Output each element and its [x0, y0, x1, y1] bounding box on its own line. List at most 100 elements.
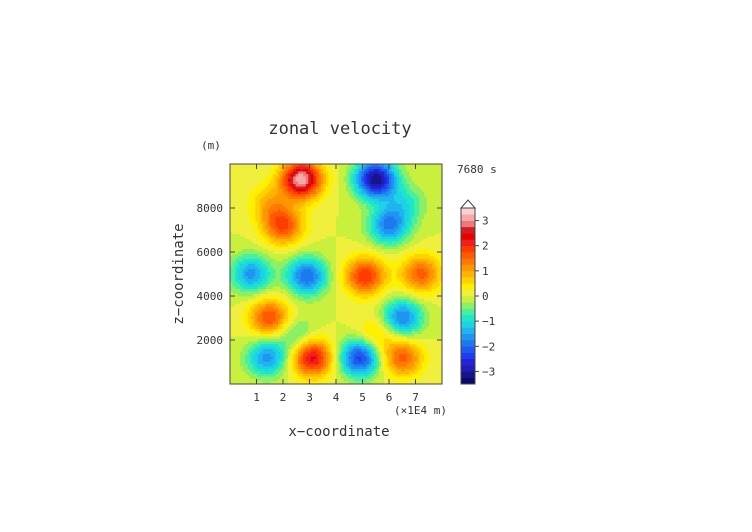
field-cell — [341, 184, 345, 188]
field-cell — [295, 211, 299, 215]
field-cell — [308, 189, 312, 193]
field-cell — [391, 266, 395, 270]
field-cell — [288, 259, 292, 263]
field-cell — [416, 171, 420, 175]
field-cell — [368, 179, 372, 183]
field-cell — [318, 309, 322, 313]
field-cell — [429, 296, 433, 300]
field-cell — [277, 204, 282, 208]
field-cell — [351, 171, 355, 175]
field-cell — [283, 266, 287, 270]
field-cell — [295, 286, 299, 290]
field-cell — [242, 289, 246, 293]
field-cell — [378, 176, 383, 180]
field-cell — [280, 226, 284, 230]
field-cell — [255, 226, 259, 230]
field-cell — [424, 256, 428, 260]
field-cell — [406, 304, 410, 308]
field-cell — [391, 276, 395, 280]
field-cell — [288, 174, 292, 178]
field-cell — [351, 289, 355, 293]
field-cell — [401, 191, 405, 195]
field-cell — [406, 281, 410, 285]
field-cell — [320, 166, 324, 170]
field-cell — [409, 211, 413, 215]
field-cell — [396, 301, 400, 305]
field-cell — [298, 226, 302, 230]
field-cell — [247, 194, 251, 198]
field-cell — [250, 229, 254, 233]
field-cell — [285, 224, 289, 228]
field-cell — [293, 296, 297, 300]
field-cell — [346, 266, 350, 270]
field-cell — [346, 254, 350, 258]
field-cell — [280, 194, 284, 198]
field-cell — [230, 279, 234, 283]
field-cell — [399, 309, 403, 313]
field-cell — [320, 284, 324, 288]
field-cell — [424, 164, 428, 168]
field-cell — [275, 236, 279, 240]
field-cell — [363, 236, 367, 240]
field-cell — [280, 256, 284, 260]
field-cell — [230, 229, 234, 233]
field-cell — [338, 259, 342, 263]
field-cell — [315, 251, 319, 255]
field-cell — [439, 176, 442, 180]
field-cell — [333, 219, 337, 223]
field-cell — [285, 211, 289, 215]
field-cell — [305, 259, 309, 263]
field-cell — [409, 281, 413, 285]
field-cell — [406, 236, 410, 240]
field-cell — [235, 199, 239, 203]
field-cell — [376, 179, 380, 183]
field-cell — [300, 209, 304, 213]
field-cell — [404, 224, 408, 228]
field-cell — [298, 261, 302, 265]
field-cell — [235, 206, 239, 210]
field-cell — [439, 299, 442, 303]
field-cell — [240, 176, 244, 180]
field-cell — [426, 309, 430, 313]
field-cell — [351, 266, 355, 270]
field-cell — [356, 246, 360, 250]
field-cell — [318, 239, 322, 243]
field-cell — [318, 249, 322, 253]
field-cell — [361, 236, 365, 240]
field-cell — [323, 194, 327, 198]
field-cell — [434, 254, 438, 258]
field-cell — [353, 309, 357, 313]
field-cell — [386, 219, 390, 223]
field-cell — [257, 184, 261, 188]
field-cell — [245, 176, 249, 180]
field-cell — [383, 246, 388, 250]
field-cell — [318, 266, 322, 270]
field-cell — [371, 181, 375, 185]
field-cell — [242, 206, 246, 210]
field-cell — [242, 176, 246, 180]
field-cell — [383, 254, 388, 258]
field-cell — [325, 206, 330, 210]
field-cell — [391, 289, 395, 293]
field-cell — [247, 246, 251, 250]
field-cell — [293, 271, 297, 275]
field-cell — [240, 301, 244, 305]
field-cell — [409, 164, 413, 168]
field-cell — [245, 214, 249, 218]
field-cell — [247, 299, 251, 303]
field-cell — [353, 261, 357, 265]
field-cell — [419, 211, 423, 215]
field-cell — [368, 171, 372, 175]
field-cell — [330, 219, 335, 223]
field-cell — [383, 196, 388, 200]
field-cell — [265, 241, 269, 245]
field-cell — [333, 206, 337, 210]
field-cell — [240, 266, 244, 270]
field-cell — [356, 309, 360, 313]
field-cell — [406, 184, 410, 188]
field-cell — [351, 216, 355, 220]
field-cell — [283, 279, 287, 283]
field-cell — [255, 234, 259, 238]
field-cell — [275, 284, 279, 288]
field-cell — [315, 291, 319, 295]
